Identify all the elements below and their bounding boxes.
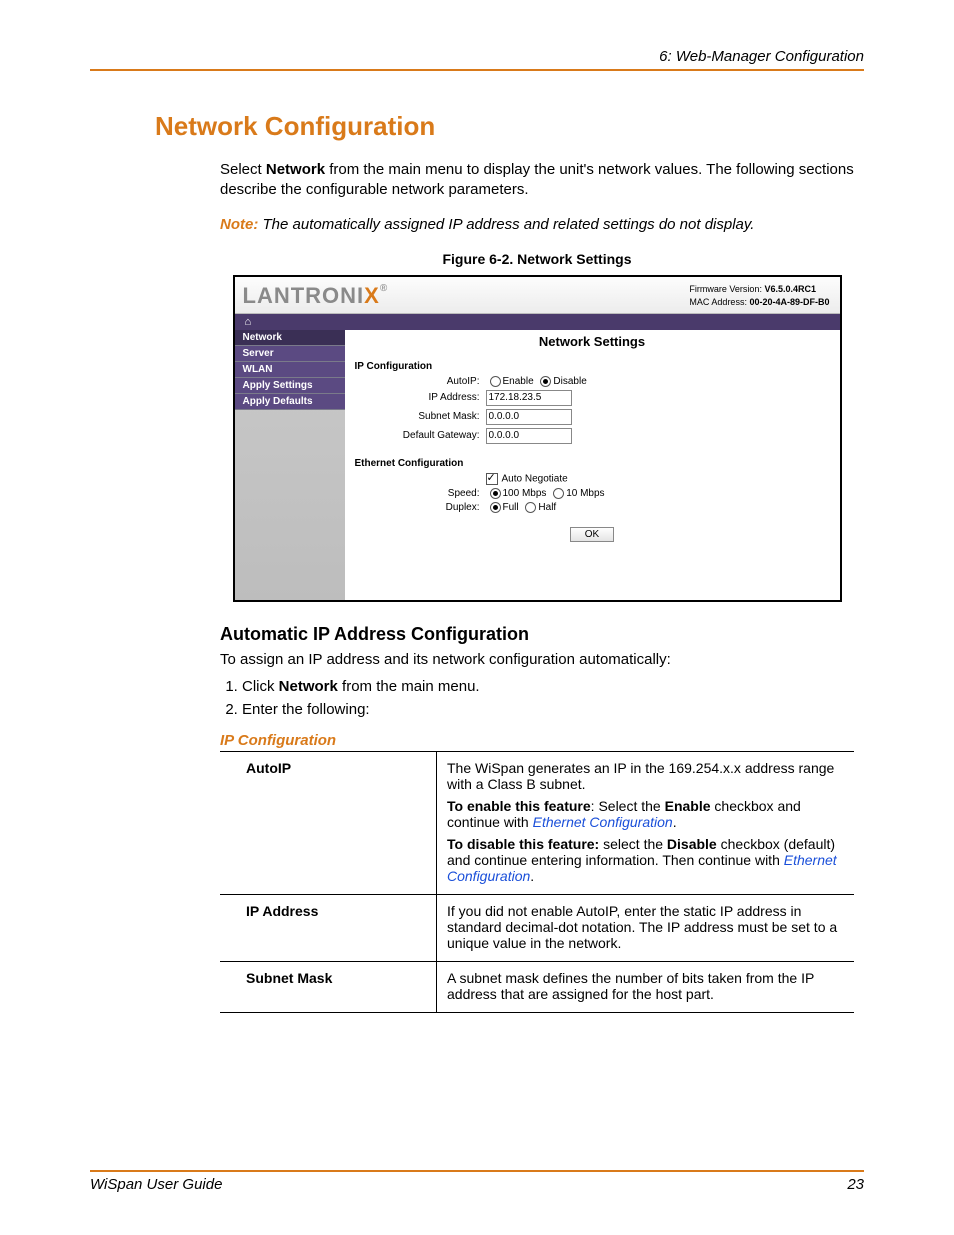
step1-pre: Click xyxy=(242,678,279,695)
speed-10-text: 10 Mbps xyxy=(566,488,604,499)
row-ipaddr-label: IP Address xyxy=(220,894,437,961)
intro-bold: Network xyxy=(266,161,325,178)
auto-ip-heading: Automatic IP Address Configuration xyxy=(220,624,854,645)
autoip-disable-text: Disable xyxy=(553,376,586,387)
autoip-options: Enable Disable xyxy=(486,376,587,387)
row-autoip-label: AutoIP xyxy=(220,751,437,894)
step-2: Enter the following: xyxy=(242,701,854,718)
steps-list: Click Network from the main menu. Enter … xyxy=(242,678,854,718)
autoip-p2: To enable this feature: Select the Enabl… xyxy=(447,798,844,830)
home-strip[interactable] xyxy=(235,314,840,330)
footer-doc-title: WiSpan User Guide xyxy=(90,1176,222,1193)
step-1: Click Network from the main menu. xyxy=(242,678,854,695)
sidebar-item-wlan[interactable]: WLAN xyxy=(235,362,345,378)
sidebar-item-network[interactable]: Network xyxy=(235,330,345,346)
ipaddress-label: IP Address: xyxy=(355,392,486,403)
mac-value: 00-20-4A-89-DF-B0 xyxy=(749,297,829,307)
ipconfig-table-title: IP Configuration xyxy=(220,732,854,749)
autoip-p3-b2: Disable xyxy=(667,836,717,852)
ipconfig-heading: IP Configuration xyxy=(355,361,830,372)
fw-value: V6.5.0.4RC1 xyxy=(764,284,816,294)
screenshot-figure: LANTRONIX® Firmware Version: V6.5.0.4RC1… xyxy=(233,275,842,602)
row-autoip-desc: The WiSpan generates an IP in the 169.25… xyxy=(437,751,855,894)
speed-100-text: 100 Mbps xyxy=(503,488,547,499)
gateway-label: Default Gateway: xyxy=(355,430,486,441)
autoip-p2-mid: : Select the xyxy=(591,798,665,814)
ipaddress-input[interactable] xyxy=(486,390,572,406)
duplex-half-text: Half xyxy=(538,502,556,513)
header-rule xyxy=(90,69,864,71)
gateway-input[interactable] xyxy=(486,428,572,444)
ethconfig-heading: Ethernet Configuration xyxy=(355,458,830,469)
page-footer: WiSpan User Guide 23 xyxy=(90,1170,864,1193)
step1-bold: Network xyxy=(279,678,338,695)
ipconfig-table: AutoIP The WiSpan generates an IP in the… xyxy=(220,751,854,1013)
duplex-label: Duplex: xyxy=(355,502,486,513)
duplex-full-radio[interactable] xyxy=(490,502,501,513)
row-subnet-label: Subnet Mask xyxy=(220,961,437,1012)
auto-ip-intro: To assign an IP address and its network … xyxy=(220,651,854,668)
row-subnet-desc: A subnet mask defines the number of bits… xyxy=(437,961,855,1012)
subnet-input[interactable] xyxy=(486,409,572,425)
mac-label: MAC Address: xyxy=(689,297,747,307)
autoip-enable-radio[interactable] xyxy=(490,376,501,387)
sidebar-item-apply-settings[interactable]: Apply Settings xyxy=(235,378,345,394)
speed-100-radio[interactable] xyxy=(490,488,501,499)
sidebar-item-server[interactable]: Server xyxy=(235,346,345,362)
screenshot-header: LANTRONIX® Firmware Version: V6.5.0.4RC1… xyxy=(235,277,840,314)
panel-title: Network Settings xyxy=(345,330,840,355)
autoip-p3-b: To disable this feature: xyxy=(447,836,599,852)
autoip-p1: The WiSpan generates an IP in the 169.25… xyxy=(447,760,844,792)
footer-rule xyxy=(90,1170,864,1172)
ok-button[interactable]: OK xyxy=(570,527,614,542)
logo-x: X xyxy=(364,283,380,308)
note-text: The automatically assigned IP address an… xyxy=(258,216,754,233)
autoip-enable-text: Enable xyxy=(503,376,534,387)
figure-caption: Figure 6-2. Network Settings xyxy=(220,251,854,267)
screenshot-sidebar: Network Server WLAN Apply Settings Apply… xyxy=(235,330,345,600)
firmware-block: Firmware Version: V6.5.0.4RC1 MAC Addres… xyxy=(689,283,829,308)
sidebar-item-apply-defaults[interactable]: Apply Defaults xyxy=(235,394,345,410)
page-title: Network Configuration xyxy=(155,111,864,142)
autoip-p2-b2: Enable xyxy=(665,798,711,814)
logo-text: LANTRONI xyxy=(243,283,365,308)
row-ipaddr-desc: If you did not enable AutoIP, enter the … xyxy=(437,894,855,961)
duplex-half-radio[interactable] xyxy=(525,502,536,513)
autoip-p3-mid: select the xyxy=(599,836,667,852)
intro-pre: Select xyxy=(220,161,266,178)
autoip-p3: To disable this feature: select the Disa… xyxy=(447,836,844,884)
speed-10-radio[interactable] xyxy=(553,488,564,499)
autoip-label: AutoIP: xyxy=(355,376,486,387)
speed-label: Speed: xyxy=(355,488,486,499)
autoneg-checkbox[interactable] xyxy=(486,473,498,485)
footer-page-number: 23 xyxy=(847,1176,864,1193)
autoip-p2-b: To enable this feature xyxy=(447,798,591,814)
intro-paragraph: Select Network from the main menu to dis… xyxy=(220,160,854,201)
note-label: Note: xyxy=(220,216,258,233)
chapter-header: 6: Web-Manager Configuration xyxy=(90,48,864,65)
lantronix-logo: LANTRONIX® xyxy=(243,283,389,309)
note-line: Note: The automatically assigned IP addr… xyxy=(220,216,854,233)
autoip-disable-radio[interactable] xyxy=(540,376,551,387)
ethernet-config-link[interactable]: Ethernet Configuration xyxy=(533,814,673,830)
duplex-full-text: Full xyxy=(503,502,519,513)
screenshot-main: Network Settings IP Configuration AutoIP… xyxy=(345,330,840,600)
fw-label: Firmware Version: xyxy=(689,284,762,294)
autoneg-label: Auto Negotiate xyxy=(502,473,568,484)
step1-post: from the main menu. xyxy=(338,678,480,695)
subnet-label: Subnet Mask: xyxy=(355,411,486,422)
